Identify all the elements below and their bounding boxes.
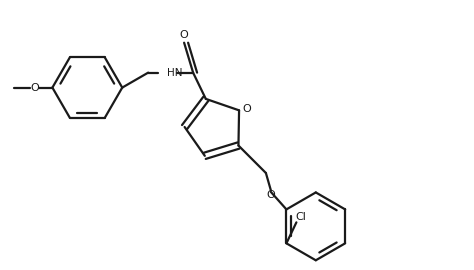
Text: O: O [243,104,251,114]
Text: Cl: Cl [295,212,306,222]
Text: HN: HN [167,68,182,78]
Text: O: O [180,30,189,40]
Text: O: O [266,190,275,200]
Text: O: O [30,83,39,93]
